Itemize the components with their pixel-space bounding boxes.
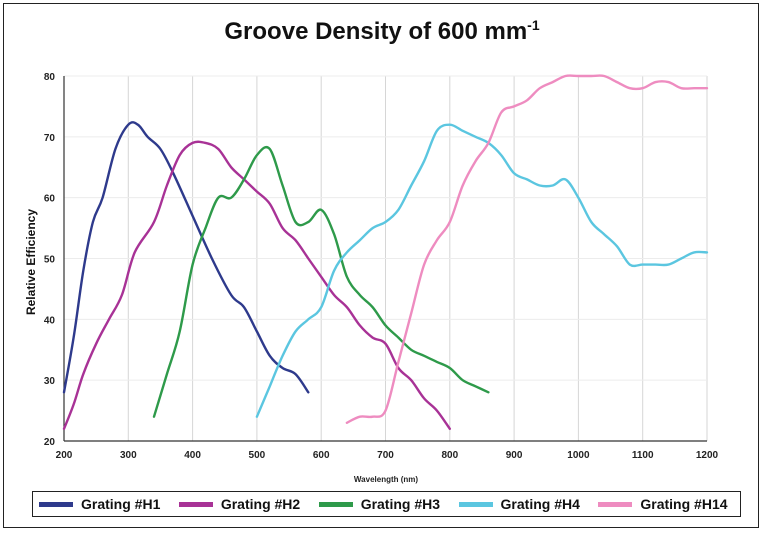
x-tick-label: 300 (120, 450, 137, 461)
y-tick-label: 70 (44, 133, 56, 144)
legend-swatch (598, 501, 633, 507)
x-tick-label: 800 (441, 450, 458, 461)
legend-label: Grating #H3 (360, 496, 441, 512)
series-lines (62, 74, 709, 430)
tick-labels: 200 300 400 500 600 700 800 900 1000 1100 1200 20 30… (44, 72, 719, 461)
x-tick-label: 1000 (567, 450, 590, 461)
y-tick-label: 20 (44, 437, 56, 448)
chart-title: Groove Density of 600 mm-1 (0, 18, 764, 46)
legend-item-grating-h1: Grating #H1 (33, 496, 173, 512)
legend-swatch (458, 501, 493, 507)
y-tick-label: 60 (44, 194, 56, 205)
legend-item-grating-h14: Grating #H14 (592, 496, 740, 512)
series-line-grating-h14 (345, 74, 709, 424)
legend-label: Grating #H2 (220, 496, 301, 512)
y-tick-label: 30 (44, 376, 56, 387)
y-tick-label: 50 (44, 255, 56, 266)
series-line-grating-h4 (255, 123, 709, 418)
legend-swatch (39, 501, 73, 507)
legend: Grating #H1 Grating #H2 Grating #H3 Grating… (32, 491, 741, 517)
x-tick-label: 1200 (696, 450, 719, 461)
legend-item-grating-h4: Grating #H4 (453, 496, 593, 512)
chart-title-superscript: -1 (527, 17, 540, 33)
grid-lines (64, 75, 708, 441)
series-line-grating-h3 (152, 145, 490, 418)
chart-title-main: Groove Density of 600 mm (224, 18, 528, 45)
axes (63, 76, 707, 442)
y-tick-label: 80 (44, 72, 56, 83)
y-axis-label: Relative Efficiency (24, 209, 38, 315)
x-tick-label: 1100 (632, 450, 654, 461)
legend-swatch (178, 501, 213, 507)
x-tick-label: 900 (506, 450, 523, 461)
x-tick-label: 200 (56, 450, 73, 461)
x-tick-label: 700 (377, 450, 394, 461)
legend-item-grating-h3: Grating #H3 (313, 496, 453, 512)
series-line-grating-h2 (62, 140, 451, 430)
series-line-grating-h1 (62, 121, 310, 394)
legend-label: Grating #H1 (81, 496, 161, 512)
legend-label: Grating #H14 (640, 496, 728, 512)
x-tick-label: 400 (184, 450, 201, 461)
legend-item-grating-h2: Grating #H2 (173, 496, 313, 512)
legend-label: Grating #H4 (500, 496, 580, 512)
x-tick-label: 500 (249, 450, 266, 461)
legend-swatch (318, 501, 353, 507)
x-axis-label: Wavelength (nm) (354, 475, 418, 484)
x-tick-label: 600 (313, 450, 330, 461)
y-tick-label: 40 (44, 315, 56, 326)
